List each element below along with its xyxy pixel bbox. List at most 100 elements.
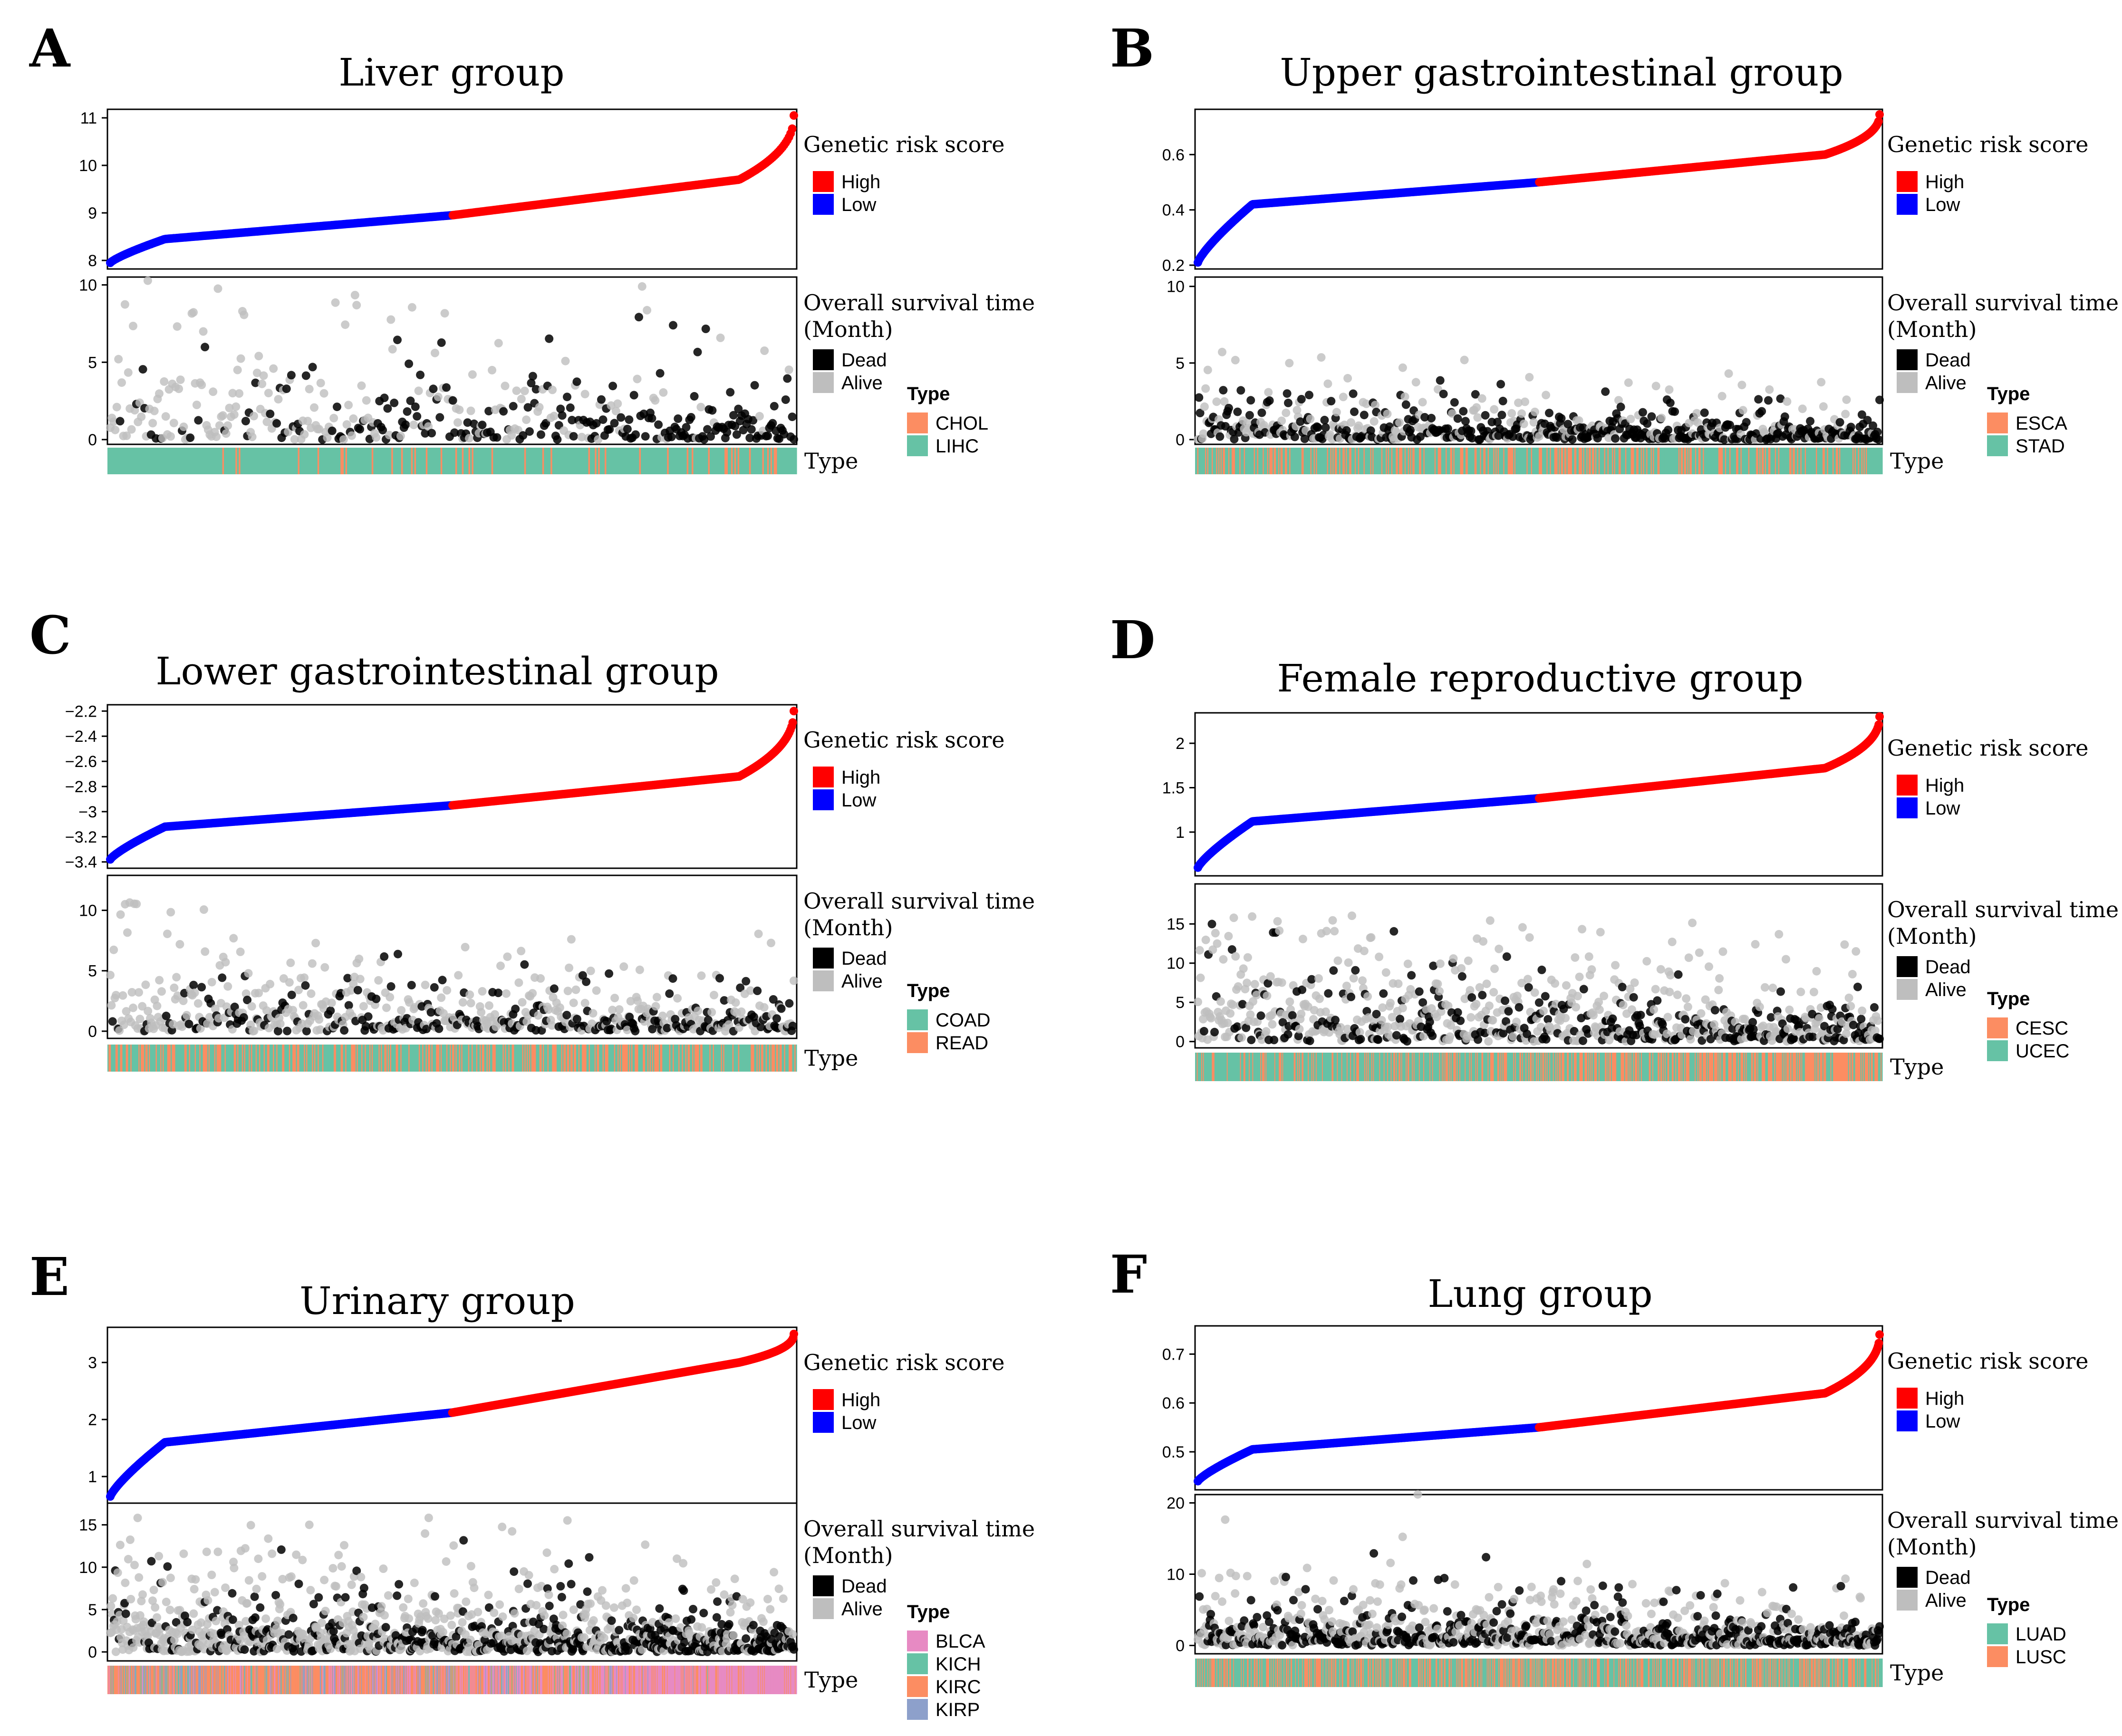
survival-point-dead [706, 432, 715, 441]
survival-point-dead [494, 988, 503, 997]
survival-point-dead [558, 411, 567, 420]
survival-point-alive [407, 303, 416, 312]
survival-point-alive [512, 386, 521, 395]
type-cell [203, 448, 205, 474]
risk-point-high [788, 124, 797, 133]
survival-point-dead [1806, 417, 1815, 426]
survival-point-alive [1260, 421, 1268, 430]
survival-point-alive [222, 429, 231, 438]
type-cell [302, 448, 305, 474]
survival-point-alive [341, 320, 350, 329]
survival-point-alive [116, 910, 125, 919]
risk-y-tick-label: 0.2 [1162, 257, 1185, 275]
type-cell [769, 448, 771, 474]
type-cell [155, 448, 157, 474]
survival-point-dead [641, 432, 650, 441]
survival-point-alive [201, 947, 210, 956]
survival-point-alive [536, 974, 545, 983]
type-cell [320, 448, 323, 474]
type-cell [116, 448, 118, 474]
type-cell [519, 448, 521, 474]
type-cell [550, 448, 553, 474]
survival-point-alive [461, 943, 470, 951]
type-cell [440, 448, 443, 474]
type-cell [793, 448, 796, 474]
survival-point-dead [116, 417, 125, 426]
survival-point-alive [1472, 403, 1481, 412]
type-cell [703, 448, 705, 474]
type-cell [251, 448, 254, 474]
survival-point-alive [175, 940, 184, 949]
survival-point-alive [658, 1011, 667, 1020]
legend-label-high: High [841, 172, 880, 192]
type-cell [783, 448, 786, 474]
legend-label-low: Low [1925, 194, 1960, 215]
survival-point-dead [708, 406, 717, 415]
survival-point-dead [434, 1024, 444, 1033]
survival-point-alive [124, 368, 133, 377]
survival-point-dead [537, 430, 545, 439]
type-cell [173, 448, 175, 474]
survival-point-dead [1360, 411, 1369, 420]
survival-point-dead [333, 403, 341, 412]
survival-point-alive [342, 420, 351, 429]
type-cell [704, 448, 707, 474]
type-cell [342, 448, 344, 474]
survival-point-dead [197, 983, 206, 992]
survival-point-alive [382, 1003, 391, 1012]
type-cell [752, 448, 754, 474]
survival-point-alive [355, 954, 364, 963]
survival-point-alive [414, 386, 423, 395]
survival-point-dead [448, 396, 457, 405]
type-cell [375, 448, 377, 474]
type-cell [654, 448, 656, 474]
survival-point-alive [250, 412, 258, 421]
type-cell [527, 448, 530, 474]
survival-point-dead [1498, 396, 1507, 405]
type-cell [534, 448, 536, 474]
type-cell [240, 448, 242, 474]
survival-point-dead [1349, 389, 1358, 398]
type-cell [171, 448, 174, 474]
survival-point-alive [696, 403, 705, 412]
type-cell [135, 448, 137, 474]
type-cell [276, 448, 279, 474]
type-cell [419, 448, 421, 474]
survival-point-alive [561, 356, 570, 365]
type-cell [304, 448, 307, 474]
survival-point-dead [1638, 408, 1647, 417]
type-cell [560, 448, 562, 474]
survival-point-alive [236, 947, 245, 956]
type-cell [463, 448, 466, 474]
survival-point-alive [567, 935, 576, 944]
type-cell [575, 448, 577, 474]
survival-point-dead [266, 409, 275, 418]
survival-point-dead [523, 403, 532, 412]
survival-point-dead [1350, 407, 1359, 416]
type-cell [352, 448, 354, 474]
type-cell [590, 448, 592, 474]
survival-point-alive [1317, 353, 1326, 362]
type-cell [683, 448, 685, 474]
survival-point-dead [605, 425, 614, 434]
type-cell [490, 448, 492, 474]
survival-point-alive [285, 978, 294, 987]
type-cell [138, 448, 141, 474]
type-cell [621, 448, 623, 474]
type-cell [780, 448, 782, 474]
legend-label-alive: Alive [841, 971, 883, 992]
survival-point-alive [166, 432, 175, 441]
type-cell [179, 448, 182, 474]
survival-point-dead [667, 432, 676, 441]
survival-point-alive [228, 389, 237, 398]
type-cell [729, 448, 732, 474]
survival-point-alive [129, 1003, 137, 1012]
survival-point-dead [1643, 419, 1652, 428]
survival-point-alive [1473, 413, 1482, 422]
survival-point-alive [1651, 382, 1660, 391]
survival-point-dead [553, 435, 562, 444]
type-cell [391, 448, 394, 474]
survival-point-alive [359, 1002, 368, 1011]
survival-point-dead [531, 385, 540, 394]
risk-y-tick-label: 10 [79, 157, 97, 175]
